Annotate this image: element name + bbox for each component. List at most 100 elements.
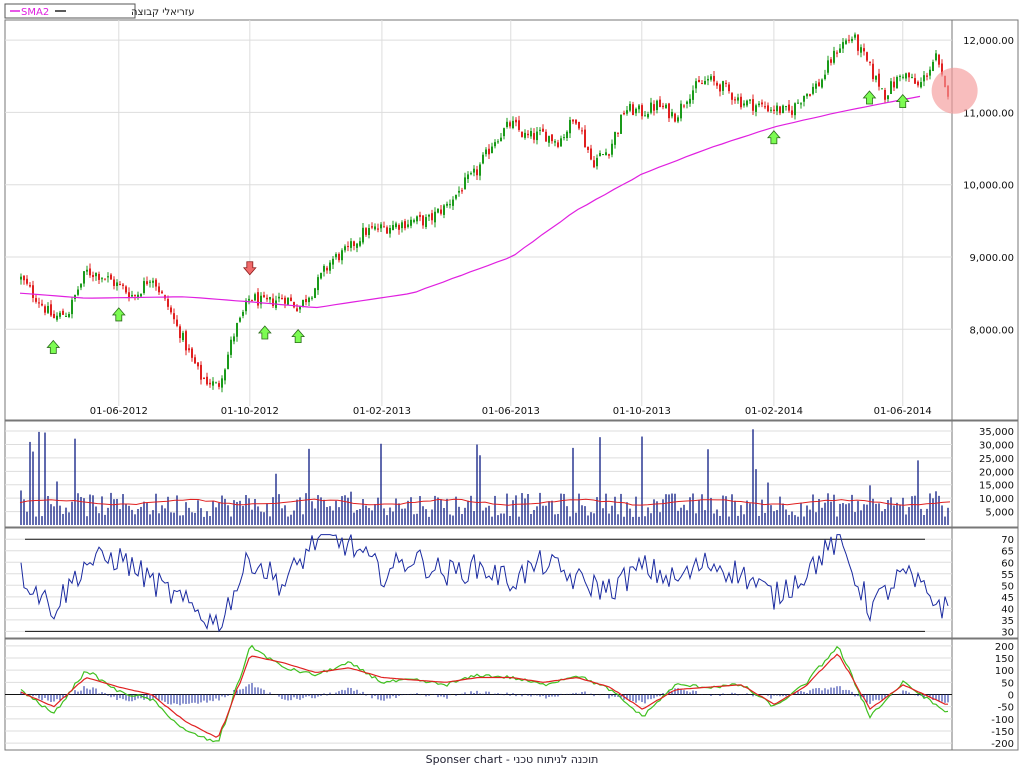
price-candle (185, 331, 187, 351)
price-candle (119, 284, 121, 286)
price-candle (707, 78, 709, 81)
price-candle (653, 104, 655, 111)
price-candle (98, 273, 100, 280)
price-candle (389, 227, 391, 234)
price-candle (482, 154, 484, 164)
price-candle (182, 332, 184, 341)
price-candle (710, 76, 712, 80)
price-candle (584, 129, 586, 148)
price-candle (263, 295, 265, 298)
price-candle (776, 105, 778, 112)
price-candle (932, 61, 934, 71)
price-candle (26, 278, 28, 284)
price-candle (512, 120, 514, 129)
highlight-circle (931, 67, 978, 114)
price-candle (476, 169, 478, 176)
price-candle (569, 119, 571, 134)
price-candle (287, 297, 289, 305)
price-candle (878, 73, 880, 87)
price-candle (743, 103, 745, 106)
rsi-tick-label: 50 (1001, 581, 1014, 592)
footer-sponsor-text: Sponser chart - תוכנה לניתוח טכני (426, 753, 599, 766)
price-candle (803, 95, 805, 102)
price-candle (293, 302, 295, 308)
price-candle (296, 308, 298, 312)
price-candle (599, 153, 601, 157)
price-candle (737, 97, 739, 101)
price-candle (368, 228, 370, 235)
price-candle (338, 253, 340, 261)
price-candle (356, 243, 358, 248)
price-candle (923, 75, 925, 82)
price-tick-label: 10,000.00 (963, 181, 1014, 192)
x-tick-label: 01-06-2013 (482, 406, 540, 417)
price-candle (122, 284, 124, 286)
legend: SMA2 עזריאלי קבוצה (4, 3, 194, 19)
price-candle (416, 216, 418, 222)
price-candle (44, 306, 46, 313)
price-candle (590, 148, 592, 160)
price-candle (536, 131, 538, 141)
price-candle (47, 305, 49, 313)
price-candle (761, 102, 763, 105)
price-candle (542, 128, 544, 132)
price-candle (206, 376, 208, 385)
price-candle (728, 84, 730, 92)
price-candle (833, 50, 835, 63)
price-candle (134, 295, 136, 297)
price-candle (347, 246, 349, 248)
price-candle (893, 81, 895, 88)
price-candle (845, 40, 847, 44)
buy-signal-arrow-icon (111, 307, 126, 322)
price-candle (602, 154, 604, 156)
price-candle (95, 272, 97, 277)
x-tick-label: 01-10-2012 (221, 406, 279, 417)
price-candle (143, 281, 145, 293)
price-candle (278, 296, 280, 299)
volume-tick-label: 25,000 (979, 454, 1014, 465)
volume-tick-label: 20,000 (979, 467, 1014, 478)
price-candle (104, 278, 106, 280)
price-candle (740, 96, 742, 108)
price-candle (113, 279, 115, 286)
price-candle (242, 311, 244, 316)
price-candle (500, 137, 502, 142)
price-candle (215, 382, 217, 384)
price-candle (428, 214, 430, 217)
price-candle (935, 53, 937, 61)
price-candle (290, 297, 292, 302)
price-candle (155, 279, 157, 287)
price-candle (941, 63, 943, 75)
macd-signal-line (20, 653, 948, 738)
price-candle (239, 317, 241, 322)
price-candle (581, 130, 583, 132)
price-candle (224, 369, 226, 381)
price-candle (281, 297, 283, 300)
price-candle (350, 241, 352, 248)
price-candle (131, 294, 133, 297)
price-candle (251, 299, 253, 301)
price-candle (749, 99, 751, 101)
price-candle (260, 295, 262, 305)
price-candle (89, 268, 91, 276)
price-candle (827, 60, 829, 73)
price-candle (65, 316, 67, 318)
price-candle (341, 250, 343, 261)
price-candle (713, 75, 715, 82)
price-candle (440, 209, 442, 214)
price-candle (830, 59, 832, 63)
macd-tick-label: 100 (995, 666, 1014, 677)
price-candle (701, 83, 703, 85)
price-candle (704, 80, 706, 85)
price-candle (911, 76, 913, 79)
legend-sma-label: SMA2 (21, 7, 49, 18)
price-candle (392, 225, 394, 231)
buy-signal-arrow-icon (862, 90, 877, 105)
price-candle (809, 94, 811, 96)
price-candle (638, 105, 640, 110)
price-candle (611, 143, 613, 155)
price-candle (125, 286, 127, 293)
price-candle (866, 52, 868, 61)
